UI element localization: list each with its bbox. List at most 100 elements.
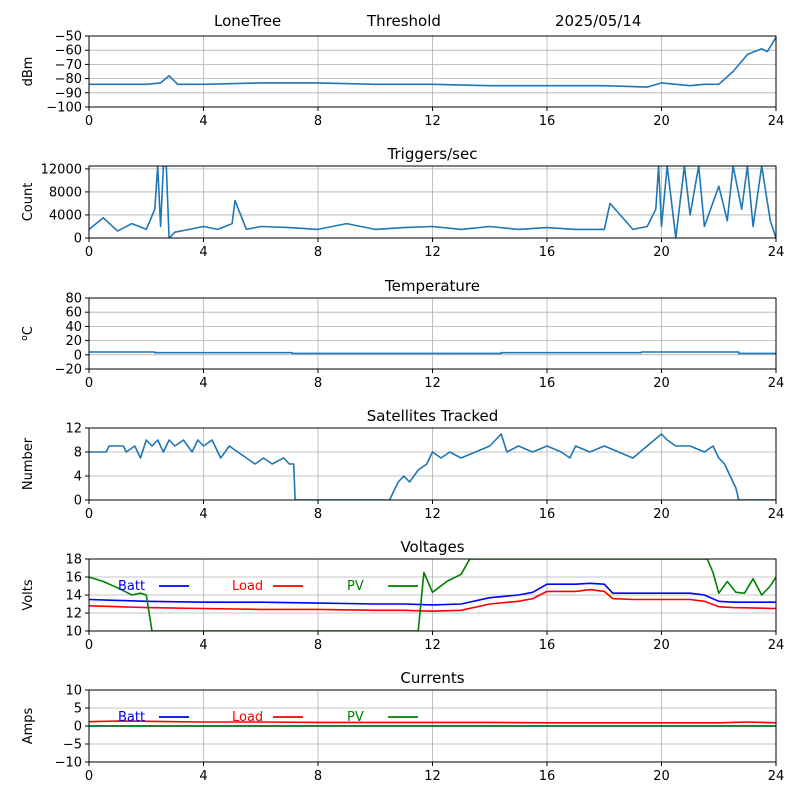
chart-panel-2: 0 4 8 12 16 20 24 0 4000 8000 12000 Triggers/sec Cou… — [21, 145, 784, 260]
y-tick-label: 10 — [65, 625, 82, 640]
series-line-1 — [89, 36, 776, 88]
y-tick-label: 0 — [74, 232, 82, 247]
x-tick-label: 20 — [653, 114, 670, 129]
x-tick-label: 4 — [199, 245, 207, 260]
y-tick-label: −60 — [55, 44, 82, 59]
chart-panel-4: 0 4 8 12 16 20 24 0 4 8 12 Satellites Tracked Number — [21, 407, 784, 522]
header-site: LoneTree — [214, 12, 282, 30]
legend-label-pv: PV — [347, 710, 364, 725]
y-tick-label: 60 — [65, 306, 82, 321]
x-tick-label: 12 — [424, 245, 441, 260]
chart-title: Temperature — [384, 277, 480, 295]
y-axis-label: Volts — [21, 579, 36, 611]
y-tick-label: 8 — [74, 446, 82, 461]
x-tick-label: 4 — [199, 507, 207, 522]
y-tick-label: −50 — [55, 30, 82, 45]
legend-label-batt: Batt — [118, 579, 145, 594]
x-tick-label: 16 — [539, 376, 556, 391]
chart-panel-5: 0 4 8 12 16 20 24 10 12 14 16 18 Voltages Volts Batt Lo… — [21, 538, 784, 653]
x-tick-label: 20 — [653, 245, 670, 260]
y-axis-label-superscript: o — [20, 335, 30, 341]
x-tick-label: 16 — [539, 769, 556, 784]
y-tick-label: −10 — [55, 756, 82, 771]
chart-title: Currents — [400, 669, 464, 687]
x-tick-label: 8 — [314, 638, 322, 653]
x-tick-label: 0 — [85, 507, 93, 522]
chart-panel-6: 0 4 8 12 16 20 24 −10 −5 0 5 10 Currents Amps Batt Load… — [21, 669, 784, 784]
x-tick-label: 8 — [314, 245, 322, 260]
y-axis-label-unit: C — [21, 326, 36, 335]
y-tick-label: 12 — [65, 422, 82, 437]
x-tick-label: 12 — [424, 376, 441, 391]
y-tick-label: 0 — [74, 494, 82, 509]
x-tick-label: 0 — [85, 638, 93, 653]
y-tick-label: 18 — [65, 553, 82, 568]
x-tick-label: 12 — [424, 638, 441, 653]
y-tick-label: 40 — [65, 320, 82, 335]
series-line-1 — [89, 351, 776, 355]
chart-title: Voltages — [400, 538, 464, 556]
x-tick-label: 20 — [653, 507, 670, 522]
x-tick-label: 4 — [199, 114, 207, 129]
x-tick-label: 4 — [199, 638, 207, 653]
chart-title: Triggers/sec — [387, 145, 478, 163]
x-tick-label: 12 — [424, 507, 441, 522]
x-tick-label: 8 — [314, 769, 322, 784]
x-tick-label: 0 — [85, 114, 93, 129]
y-tick-label: −70 — [55, 58, 82, 73]
x-tick-label: 24 — [768, 245, 785, 260]
y-tick-label: 14 — [65, 589, 82, 604]
y-tick-label: 4000 — [49, 208, 82, 223]
x-tick-label: 24 — [768, 638, 785, 653]
y-tick-label: −80 — [55, 72, 82, 87]
x-tick-label: 0 — [85, 769, 93, 784]
x-tick-label: 0 — [85, 376, 93, 391]
header-date: 2025/05/14 — [555, 12, 642, 30]
y-tick-label: 12 — [65, 607, 82, 622]
x-tick-label: 8 — [314, 376, 322, 391]
x-tick-label: 20 — [653, 769, 670, 784]
y-tick-label: 16 — [65, 571, 82, 586]
x-tick-label: 20 — [653, 638, 670, 653]
y-axis-label: Count — [21, 183, 36, 222]
series-line-pv — [89, 559, 776, 631]
header-mode: Threshold — [367, 12, 441, 30]
x-tick-label: 24 — [768, 114, 785, 129]
x-tick-label: 24 — [768, 376, 785, 391]
y-tick-label: −100 — [46, 101, 82, 116]
x-tick-label: 20 — [653, 376, 670, 391]
legend-label-load: Load — [232, 710, 263, 725]
x-tick-label: 12 — [424, 114, 441, 129]
x-tick-label: 12 — [424, 769, 441, 784]
y-tick-label: 0 — [74, 720, 82, 735]
y-tick-label: −5 — [63, 738, 82, 753]
legend-label-pv: PV — [347, 579, 364, 594]
y-tick-label: 0 — [74, 348, 82, 363]
series-line-batt — [89, 582, 776, 606]
chart-panel-1: 0 4 8 12 16 20 24 −100−90−80−70−60−50 dBm — [21, 30, 784, 130]
y-tick-label: −90 — [55, 86, 82, 101]
series-line-1 — [89, 433, 776, 500]
x-tick-label: 24 — [768, 769, 785, 784]
y-axis-label: Number — [21, 437, 36, 490]
x-tick-label: 8 — [314, 507, 322, 522]
x-tick-label: 16 — [539, 245, 556, 260]
x-tick-label: 4 — [199, 376, 207, 391]
chart-title: Satellites Tracked — [367, 407, 498, 425]
x-tick-label: 0 — [85, 245, 93, 260]
y-tick-label: 8000 — [49, 185, 82, 200]
y-tick-label: −20 — [55, 363, 82, 378]
y-tick-label: 12000 — [41, 162, 82, 177]
x-tick-label: 16 — [539, 507, 556, 522]
y-tick-label: 10 — [65, 684, 82, 699]
x-tick-label: 4 — [199, 769, 207, 784]
y-axis-label: Amps — [21, 707, 36, 744]
y-tick-label: 20 — [65, 334, 82, 349]
x-tick-label: 16 — [539, 114, 556, 129]
x-tick-label: 24 — [768, 507, 785, 522]
series-line-load — [89, 588, 776, 613]
x-tick-label: 16 — [539, 638, 556, 653]
